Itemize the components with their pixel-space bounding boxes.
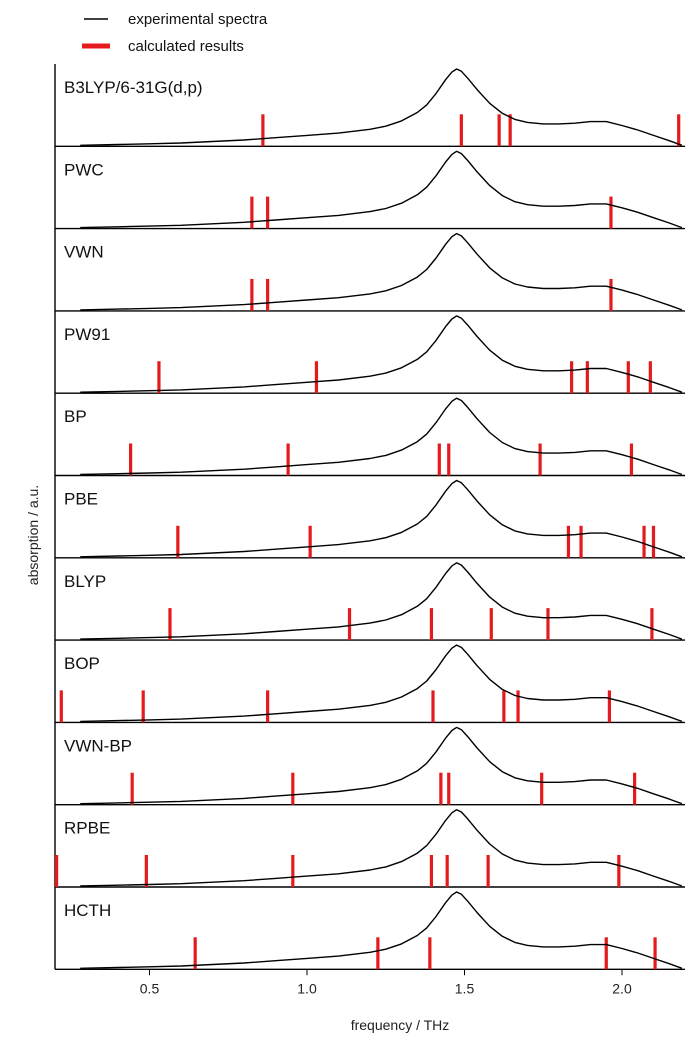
panels: B3LYP/6-31G(d,p) PWC VWN PW91 BP PBE BLYP BOP VW… [54,68,685,970]
experimental-spectrum-line [80,726,683,805]
panel-label: PWC [64,160,104,179]
legend-label: calculated results [128,38,244,55]
experimental-spectrum-line [80,809,683,887]
panel: PWC [55,150,685,230]
panel: BOP [55,644,685,724]
panel-label: BLYP [64,572,106,591]
x-tick-label: 2.0 [612,980,632,996]
panel-label: PBE [64,490,98,509]
experimental-spectrum-line [80,68,683,146]
x-tick-label: 0.5 [140,980,160,996]
panel-label: VWN-BP [64,736,132,755]
experimental-spectrum-line [80,891,683,969]
panel: VWN-BP [55,726,685,806]
panel-label: PW91 [64,325,110,344]
experimental-spectrum-line [80,479,683,558]
panel: BLYP [55,562,685,641]
experimental-spectrum-line [80,644,683,723]
panel: PBE [55,479,685,559]
x-tick-label: 1.0 [297,980,317,996]
panel: BP [55,397,685,477]
y-axis-title: absorption / a.u. [25,485,41,585]
legend: experimental spectra calculated results [82,11,268,55]
panel: RPBE [54,809,685,888]
x-axis-title: frequency / THz [351,1017,450,1033]
x-tick-label: 1.5 [455,980,475,996]
experimental-spectrum-line [80,397,683,476]
experimental-spectrum-line [80,315,683,393]
panel: HCTH [55,891,685,970]
panel: VWN [55,232,685,312]
panel-label: BOP [64,654,100,673]
experimental-spectrum-line [80,150,683,229]
panel-label: VWN [64,243,104,262]
experimental-spectrum-line [80,232,683,311]
panel: B3LYP/6-31G(d,p) [55,68,685,148]
experimental-spectrum-line [80,562,683,640]
panel-label: HCTH [64,901,111,920]
legend-label: experimental spectra [128,11,268,28]
panel-label: RPBE [64,819,110,838]
x-axis: 0.5 1.0 1.5 2.0 [140,969,632,996]
panel-label: B3LYP/6-31G(d,p) [64,78,203,97]
panel-label: BP [64,407,87,426]
panel: PW91 [55,315,685,394]
